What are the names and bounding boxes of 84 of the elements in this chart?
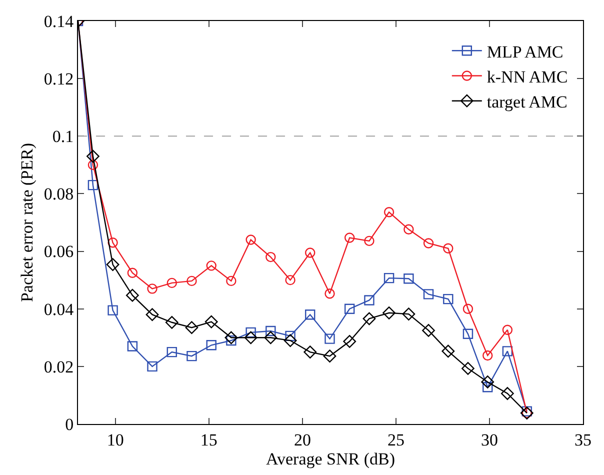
y-tick-label: 0.08 [44, 184, 74, 204]
point [226, 335, 236, 346]
point [146, 308, 159, 322]
point [502, 346, 513, 356]
point [382, 306, 396, 320]
point [185, 321, 198, 334]
point [186, 350, 197, 362]
point [443, 294, 454, 304]
x-tick-label: 20 [294, 430, 311, 450]
point [206, 260, 216, 271]
point [204, 315, 218, 328]
point [108, 305, 118, 316]
point [165, 316, 178, 329]
point [266, 326, 276, 336]
point [502, 324, 513, 335]
point [106, 258, 120, 271]
point [324, 334, 335, 344]
point [402, 308, 416, 320]
point [324, 288, 335, 299]
x-axis-title: Average SNR (dB) [266, 449, 396, 468]
point [364, 295, 374, 306]
point [422, 324, 435, 337]
point [344, 304, 355, 314]
y-tick-label: 0.12 [44, 70, 74, 89]
point [266, 252, 276, 262]
point [285, 274, 296, 286]
point [482, 350, 493, 361]
point [246, 327, 256, 338]
point [442, 344, 455, 358]
point [443, 243, 454, 254]
point [481, 376, 494, 388]
point [126, 288, 139, 302]
point [343, 334, 356, 348]
point [226, 276, 236, 286]
y-tick-label: 0 [65, 414, 74, 434]
point [404, 274, 414, 284]
point [304, 346, 317, 358]
x-tick-label: 25 [387, 430, 404, 450]
point [384, 272, 394, 284]
point [264, 331, 278, 344]
point [147, 284, 158, 294]
point [462, 362, 474, 375]
point [244, 331, 258, 344]
y-tick-label: 0.04 [44, 300, 74, 319]
legend-label: target AMC [486, 92, 568, 112]
legend-label: MLP AMC [486, 42, 564, 62]
point [423, 238, 434, 248]
point [88, 160, 98, 170]
point [186, 276, 197, 286]
point [246, 234, 256, 245]
point [323, 350, 336, 363]
point [364, 236, 374, 246]
x-tick-label: 15 [200, 430, 218, 450]
x-tick-label: 30 [480, 430, 498, 450]
y-axis-title: Packet error rate (PER) [17, 142, 36, 302]
point [462, 328, 474, 339]
point [362, 312, 376, 326]
point [462, 304, 474, 314]
point [88, 180, 98, 190]
point [305, 310, 316, 320]
point [166, 278, 177, 288]
point [404, 224, 414, 235]
point [344, 232, 355, 243]
y-tick-label: 0.1 [52, 127, 74, 146]
point [224, 331, 238, 344]
x-tick-label: 10 [106, 430, 124, 450]
point [147, 361, 158, 372]
point [166, 346, 177, 358]
point [500, 387, 514, 400]
point [206, 340, 216, 350]
point [86, 150, 100, 163]
point [284, 334, 297, 347]
point [127, 341, 138, 352]
point [384, 207, 394, 218]
point [108, 238, 118, 248]
y-tick-label: 0.02 [44, 357, 74, 376]
point [127, 268, 138, 278]
legend-label: k-NN AMC [486, 67, 568, 86]
point [285, 330, 296, 342]
y-tick-label: 0.14 [44, 12, 74, 31]
x-tick-label: 35 [574, 430, 592, 450]
point [305, 248, 316, 258]
y-tick-label: 0.06 [44, 242, 74, 262]
point [423, 289, 434, 300]
